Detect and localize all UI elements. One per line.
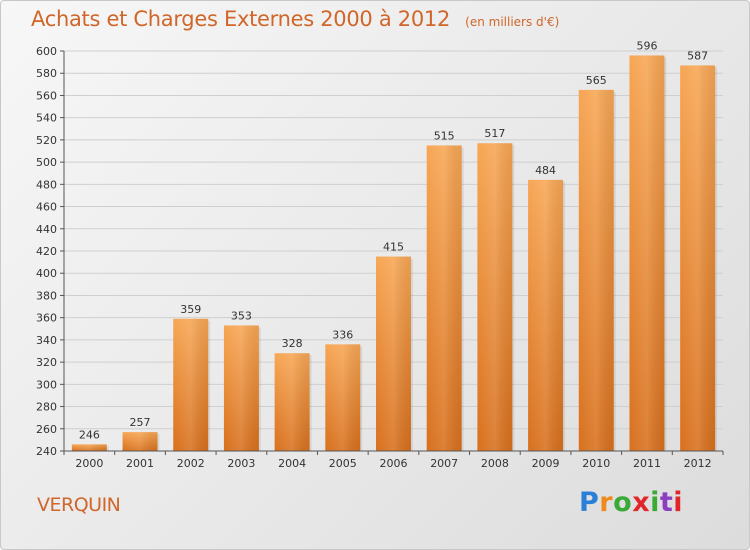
- logo-letter: r: [599, 487, 614, 518]
- logo-letter: P: [579, 487, 600, 518]
- bar-value-label: 353: [231, 309, 252, 322]
- x-tick-label: 2004: [278, 457, 306, 470]
- y-tick-label: 500: [36, 156, 57, 169]
- bar-value-label: 359: [180, 303, 201, 316]
- x-tick-label: 2005: [329, 457, 357, 470]
- y-tick-label: 320: [36, 356, 57, 369]
- bar-value-label: 596: [636, 39, 657, 52]
- y-tick-label: 580: [36, 67, 57, 80]
- x-tick-label: 2012: [684, 457, 712, 470]
- chart-subtitle: (en milliers d'€): [465, 15, 560, 29]
- bar-highlight: [274, 353, 310, 451]
- x-axis: 2000 2001 2002 2003 2004 2005 2006 2007 2008 2009…: [63, 450, 724, 470]
- y-tick-label: 540: [36, 112, 57, 125]
- bar-highlight: [122, 432, 158, 451]
- bar-value-label: 517: [484, 127, 505, 140]
- y-tick-label: 600: [36, 45, 57, 58]
- y-tick-label: 460: [36, 201, 57, 214]
- x-tick-label: 2000: [75, 457, 103, 470]
- x-tick-label: 2001: [126, 457, 154, 470]
- y-tick-label: 280: [36, 401, 57, 414]
- bar-highlight: [477, 143, 513, 451]
- y-tick-label: 520: [36, 134, 57, 147]
- x-tick-label: 2008: [481, 457, 509, 470]
- y-tick-label: 300: [36, 378, 57, 391]
- bar-value-label: 257: [130, 416, 151, 429]
- logo-letter: x: [632, 487, 651, 518]
- bars: 246 257 359 353 328 336 415 515 517 484 565 596 587: [71, 39, 718, 451]
- bar-value-label: 415: [383, 241, 404, 254]
- y-axis: 240 260 280 300 320 340 360 380 400 420 440 460 480 5…: [36, 45, 65, 458]
- logo-letter: i: [673, 487, 684, 518]
- logo-letter: i: [650, 487, 660, 518]
- title-row: Achats et Charges Externes 2000 à 2012 (…: [31, 7, 559, 31]
- y-tick-label: 360: [36, 312, 57, 325]
- y-tick-label: 240: [36, 445, 57, 458]
- y-tick-label: 260: [36, 423, 57, 436]
- bar-value-label: 336: [332, 328, 353, 341]
- x-tick-label: 2011: [633, 457, 661, 470]
- y-tick-label: 380: [36, 289, 57, 302]
- bar-highlight: [173, 318, 209, 451]
- x-tick-label: 2009: [532, 457, 560, 470]
- bar-highlight: [680, 65, 716, 451]
- commune-name: VERQUIN: [37, 494, 121, 516]
- bar-highlight: [71, 444, 107, 451]
- bar-value-label: 587: [687, 49, 708, 62]
- x-tick-label: 2007: [430, 457, 458, 470]
- bar-value-label: 515: [434, 129, 455, 142]
- y-tick-label: 560: [36, 89, 57, 102]
- bar-highlight: [376, 256, 411, 451]
- y-tick-label: 340: [36, 334, 57, 347]
- bar-highlight: [426, 145, 462, 451]
- bar-highlight: [325, 344, 361, 451]
- bar-highlight: [528, 179, 564, 451]
- chart-title: Achats et Charges Externes 2000 à 2012: [31, 7, 451, 31]
- y-tick-label: 440: [36, 223, 57, 236]
- bar-highlight: [629, 55, 665, 451]
- y-tick-label: 480: [36, 178, 57, 191]
- bar-value-label: 328: [282, 337, 303, 350]
- bar-highlight: [223, 325, 259, 451]
- logo-letter: t: [659, 487, 674, 518]
- bar-value-label: 565: [586, 74, 607, 87]
- x-tick-label: 2003: [227, 457, 255, 470]
- x-tick-label: 2010: [582, 457, 610, 470]
- y-tick-label: 400: [36, 267, 57, 280]
- x-tick-label: 2006: [380, 457, 408, 470]
- bar-value-label: 484: [535, 164, 556, 177]
- proxiti-logo[interactable]: Proxiti: [579, 487, 683, 518]
- x-tick-label: 2002: [177, 457, 205, 470]
- logo-letter: o: [613, 487, 633, 518]
- bar-value-label: 246: [79, 428, 100, 441]
- bar-highlight: [578, 89, 614, 451]
- y-tick-label: 420: [36, 245, 57, 258]
